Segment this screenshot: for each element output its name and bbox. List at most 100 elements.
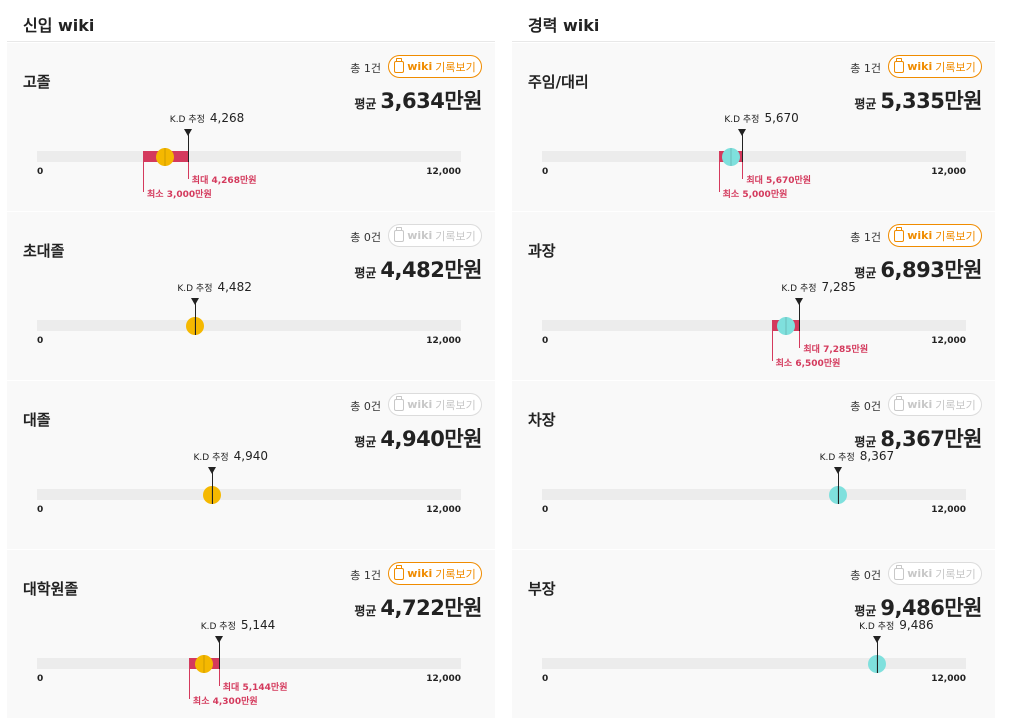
axis-max-label: 12,000 bbox=[426, 674, 461, 684]
min-salary-label: 최소 6,500만원 bbox=[775, 359, 841, 369]
wiki-record-button[interactable]: wiki 기록보기 bbox=[888, 55, 982, 78]
estimate-line bbox=[218, 638, 220, 673]
wiki-button-label: 기록보기 bbox=[935, 567, 976, 581]
clipboard-icon bbox=[394, 564, 405, 580]
wiki-button-label: 기록보기 bbox=[935, 398, 976, 412]
wiki-button-prefix: wiki bbox=[907, 398, 933, 411]
clipboard-icon bbox=[394, 57, 405, 73]
section-career-wiki: 경력 wiki 주임/대리 총 1건 wiki 기록보기 평균 5,335만원 K.D 추정… bbox=[512, 0, 995, 718]
estimate-label: K.D 추정 5,144 bbox=[201, 618, 275, 632]
wiki-button-prefix: wiki bbox=[907, 567, 933, 580]
range-track bbox=[37, 489, 461, 500]
record-count: 총 1건 bbox=[850, 62, 881, 75]
max-tick bbox=[742, 162, 744, 179]
clipboard-icon bbox=[394, 226, 405, 242]
clipboard-icon bbox=[894, 57, 905, 73]
range-track bbox=[37, 320, 461, 331]
estimate-label: K.D 추정 4,268 bbox=[170, 111, 244, 125]
estimate-label: K.D 추정 5,670 bbox=[724, 111, 798, 125]
axis-min-label: 0 bbox=[37, 505, 44, 515]
estimate-caption: K.D 추정 bbox=[169, 115, 205, 125]
average-value: 4,940만원 bbox=[380, 427, 482, 451]
axis-min-label: 0 bbox=[37, 336, 44, 346]
estimate-line bbox=[837, 469, 839, 504]
average-value: 5,335만원 bbox=[880, 89, 982, 113]
axis-max-label: 12,000 bbox=[931, 505, 966, 515]
wiki-button-label: 기록보기 bbox=[435, 229, 476, 243]
estimate-label: K.D 추정 4,940 bbox=[194, 449, 268, 463]
wiki-button-label: 기록보기 bbox=[935, 60, 976, 74]
record-count: 총 0건 bbox=[850, 400, 881, 413]
average-label: 평균 bbox=[354, 97, 377, 111]
wiki-button-prefix: wiki bbox=[407, 60, 433, 73]
average-marker bbox=[194, 655, 213, 673]
estimate-arrow-icon bbox=[207, 467, 216, 474]
average-label: 평균 bbox=[854, 435, 877, 449]
record-count: 총 1건 bbox=[350, 569, 381, 582]
clipboard-icon bbox=[894, 395, 905, 411]
average-value: 3,634만원 bbox=[380, 89, 482, 113]
axis-min-label: 0 bbox=[37, 167, 44, 177]
axis-min-label: 0 bbox=[542, 505, 549, 515]
salary-range-chart: K.D 추정 5,144 최대 5,144만원 최소 4,300만원 0 12,000 bbox=[37, 618, 461, 713]
record-count: 총 1건 bbox=[350, 62, 381, 75]
estimate-caption: K.D 추정 bbox=[193, 453, 229, 463]
wiki-button-label: 기록보기 bbox=[435, 567, 476, 581]
wiki-record-button[interactable]: wiki 기록보기 bbox=[388, 562, 482, 585]
axis-min-label: 0 bbox=[542, 167, 549, 177]
salary-range-chart: K.D 추정 4,268 최대 4,268만원 최소 3,000만원 0 12,000 bbox=[37, 111, 461, 206]
average-label: 평균 bbox=[854, 266, 877, 280]
max-tick bbox=[218, 669, 220, 686]
wiki-record-button[interactable]: wiki 기록보기 bbox=[388, 55, 482, 78]
card-title: 대학원졸 bbox=[23, 580, 79, 598]
salary-card: 주임/대리 총 1건 wiki 기록보기 평균 5,335만원 K.D 추정 5,670 최대 … bbox=[512, 43, 995, 211]
wiki-button-prefix: wiki bbox=[407, 398, 433, 411]
estimate-arrow-icon bbox=[738, 129, 747, 136]
wiki-button-label: 기록보기 bbox=[435, 398, 476, 412]
average-marker bbox=[776, 317, 795, 335]
estimate-line bbox=[211, 469, 213, 504]
wiki-record-button[interactable]: wiki 기록보기 bbox=[888, 224, 982, 247]
average-salary: 평균 8,367만원 bbox=[854, 423, 982, 453]
average-label: 평균 bbox=[854, 97, 877, 111]
average-salary: 평균 4,722만원 bbox=[354, 592, 482, 622]
estimate-label: K.D 추정 4,482 bbox=[177, 280, 251, 294]
wiki-button-label: 기록보기 bbox=[435, 60, 476, 74]
estimate-caption: K.D 추정 bbox=[819, 453, 855, 463]
average-value: 9,486만원 bbox=[880, 596, 982, 620]
salary-range-chart: K.D 추정 4,940 0 12,000 bbox=[37, 449, 461, 544]
axis-min-label: 0 bbox=[542, 336, 549, 346]
estimate-label: K.D 추정 9,486 bbox=[859, 618, 933, 632]
salary-card: 부장 총 0건 wiki 기록보기 평균 9,486만원 K.D 추정 9,486 0 12,00… bbox=[512, 550, 995, 718]
estimate-value: 5,670 bbox=[764, 111, 799, 125]
estimate-caption: K.D 추정 bbox=[177, 284, 213, 294]
average-salary: 평균 5,335만원 bbox=[854, 85, 982, 115]
estimate-caption: K.D 추정 bbox=[724, 115, 760, 125]
wiki-button-prefix: wiki bbox=[907, 229, 933, 242]
max-salary-label: 최대 5,670만원 bbox=[746, 176, 812, 186]
clipboard-icon bbox=[894, 226, 905, 242]
section-title: 경력 wiki bbox=[512, 0, 995, 42]
estimate-line bbox=[877, 638, 879, 673]
max-salary-label: 최대 5,144만원 bbox=[222, 683, 288, 693]
axis-max-label: 12,000 bbox=[931, 167, 966, 177]
average-salary: 평균 3,634만원 bbox=[354, 85, 482, 115]
estimate-value: 4,268 bbox=[209, 111, 245, 125]
average-salary: 평균 4,940만원 bbox=[354, 423, 482, 453]
estimate-arrow-icon bbox=[214, 636, 223, 643]
card-title: 부장 bbox=[528, 580, 556, 598]
min-salary-label: 최소 5,000만원 bbox=[722, 190, 788, 200]
min-tick bbox=[718, 162, 720, 192]
wiki-button-label: 기록보기 bbox=[935, 229, 976, 243]
average-label: 평균 bbox=[354, 604, 377, 618]
max-tick bbox=[799, 331, 801, 348]
estimate-value: 4,482 bbox=[217, 280, 252, 294]
wiki-record-button: wiki 기록보기 bbox=[888, 562, 982, 585]
estimate-caption: K.D 추정 bbox=[859, 622, 895, 632]
axis-max-label: 12,000 bbox=[426, 167, 461, 177]
wiki-button-prefix: wiki bbox=[407, 229, 433, 242]
average-salary: 평균 4,482만원 bbox=[354, 254, 482, 284]
card-title: 차장 bbox=[528, 411, 556, 429]
average-value: 4,482만원 bbox=[380, 258, 482, 282]
